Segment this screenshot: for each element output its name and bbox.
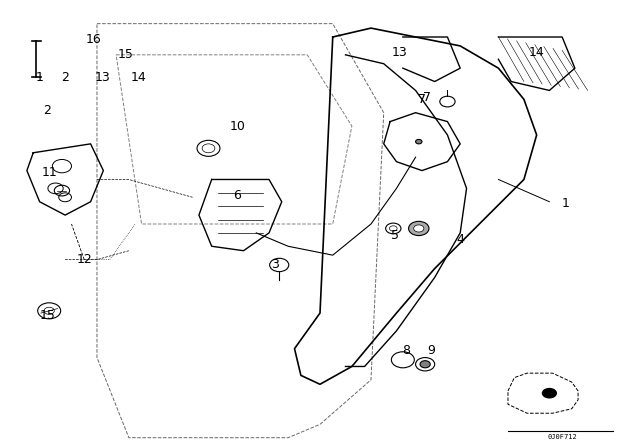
Text: 13: 13 — [94, 71, 110, 84]
Text: 1: 1 — [561, 198, 569, 211]
Text: 4: 4 — [456, 233, 464, 246]
Text: 5: 5 — [391, 228, 399, 241]
Text: 16: 16 — [86, 33, 102, 46]
Text: 1: 1 — [36, 71, 44, 84]
Circle shape — [408, 221, 429, 236]
Text: 15: 15 — [39, 309, 55, 322]
Text: 6: 6 — [233, 189, 241, 202]
Circle shape — [420, 361, 430, 368]
Text: 8: 8 — [402, 345, 410, 358]
Text: 0J0F712: 0J0F712 — [547, 434, 577, 440]
Text: 14: 14 — [131, 71, 147, 84]
Text: 3: 3 — [271, 258, 279, 271]
Text: 12: 12 — [76, 253, 92, 266]
Text: 11: 11 — [42, 166, 57, 179]
Text: 15: 15 — [118, 48, 134, 61]
Text: 2: 2 — [61, 71, 69, 84]
Text: 14: 14 — [529, 46, 545, 59]
Text: 9: 9 — [428, 345, 435, 358]
Text: 2: 2 — [44, 104, 51, 117]
Text: 13: 13 — [392, 46, 408, 59]
Circle shape — [415, 139, 422, 144]
Circle shape — [413, 225, 424, 232]
Circle shape — [541, 388, 557, 399]
Text: 7: 7 — [423, 90, 431, 103]
Text: 7: 7 — [418, 93, 426, 106]
Text: 10: 10 — [229, 120, 245, 133]
